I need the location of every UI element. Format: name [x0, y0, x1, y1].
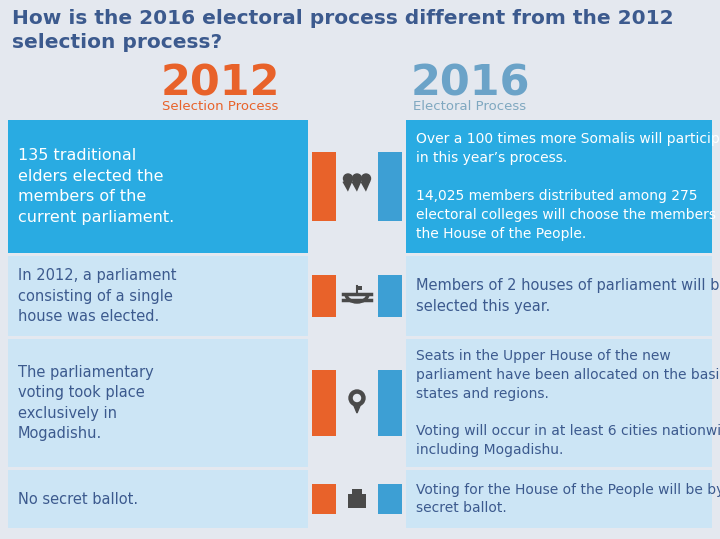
Bar — [406, 470, 712, 528]
Bar — [312, 484, 336, 514]
Text: 2012: 2012 — [161, 62, 280, 104]
Bar — [406, 339, 712, 467]
Bar — [406, 120, 712, 253]
Bar — [406, 256, 712, 336]
Text: Electoral Process: Electoral Process — [413, 100, 526, 113]
Text: Over a 100 times more Somalis will participate
in this year’s process.

14,025 m: Over a 100 times more Somalis will parti… — [416, 132, 720, 241]
Circle shape — [361, 174, 371, 183]
Bar — [8, 256, 308, 336]
Bar — [352, 489, 362, 495]
Text: Selection Process: Selection Process — [162, 100, 278, 113]
FancyArrowPatch shape — [361, 181, 370, 192]
Bar — [357, 286, 362, 290]
Circle shape — [343, 174, 353, 183]
Text: Seats in the Upper House of the new
parliament have been allocated on the basis : Seats in the Upper House of the new parl… — [416, 349, 720, 458]
Circle shape — [354, 395, 361, 402]
Polygon shape — [352, 401, 362, 413]
Text: How is the 2016 electoral process different from the 2012: How is the 2016 electoral process differ… — [12, 9, 674, 28]
Text: selection process?: selection process? — [12, 33, 222, 52]
Circle shape — [349, 390, 365, 406]
Bar — [8, 120, 308, 253]
FancyArrowPatch shape — [343, 181, 352, 192]
Bar — [378, 484, 402, 514]
Bar — [8, 470, 308, 528]
Text: 2016: 2016 — [410, 62, 530, 104]
Text: Members of 2 houses of parliament will be
selected this year.: Members of 2 houses of parliament will b… — [416, 278, 720, 314]
Bar — [378, 275, 402, 317]
Circle shape — [353, 174, 361, 183]
Bar — [348, 494, 366, 508]
Bar — [378, 370, 402, 436]
Text: Voting for the House of the People will be by
secret ballot.: Voting for the House of the People will … — [416, 482, 720, 515]
Text: 135 traditional
elders elected the
members of the
current parliament.: 135 traditional elders elected the membe… — [18, 148, 174, 225]
Bar — [8, 339, 308, 467]
Text: The parliamentary
voting took place
exclusively in
Mogadishu.: The parliamentary voting took place excl… — [18, 365, 154, 441]
Bar — [378, 152, 402, 221]
Text: No secret ballot.: No secret ballot. — [18, 492, 138, 507]
Bar — [312, 152, 336, 221]
Bar — [312, 275, 336, 317]
Text: In 2012, a parliament
consisting of a single
house was elected.: In 2012, a parliament consisting of a si… — [18, 268, 176, 324]
Bar — [312, 370, 336, 436]
FancyArrowPatch shape — [351, 181, 361, 192]
